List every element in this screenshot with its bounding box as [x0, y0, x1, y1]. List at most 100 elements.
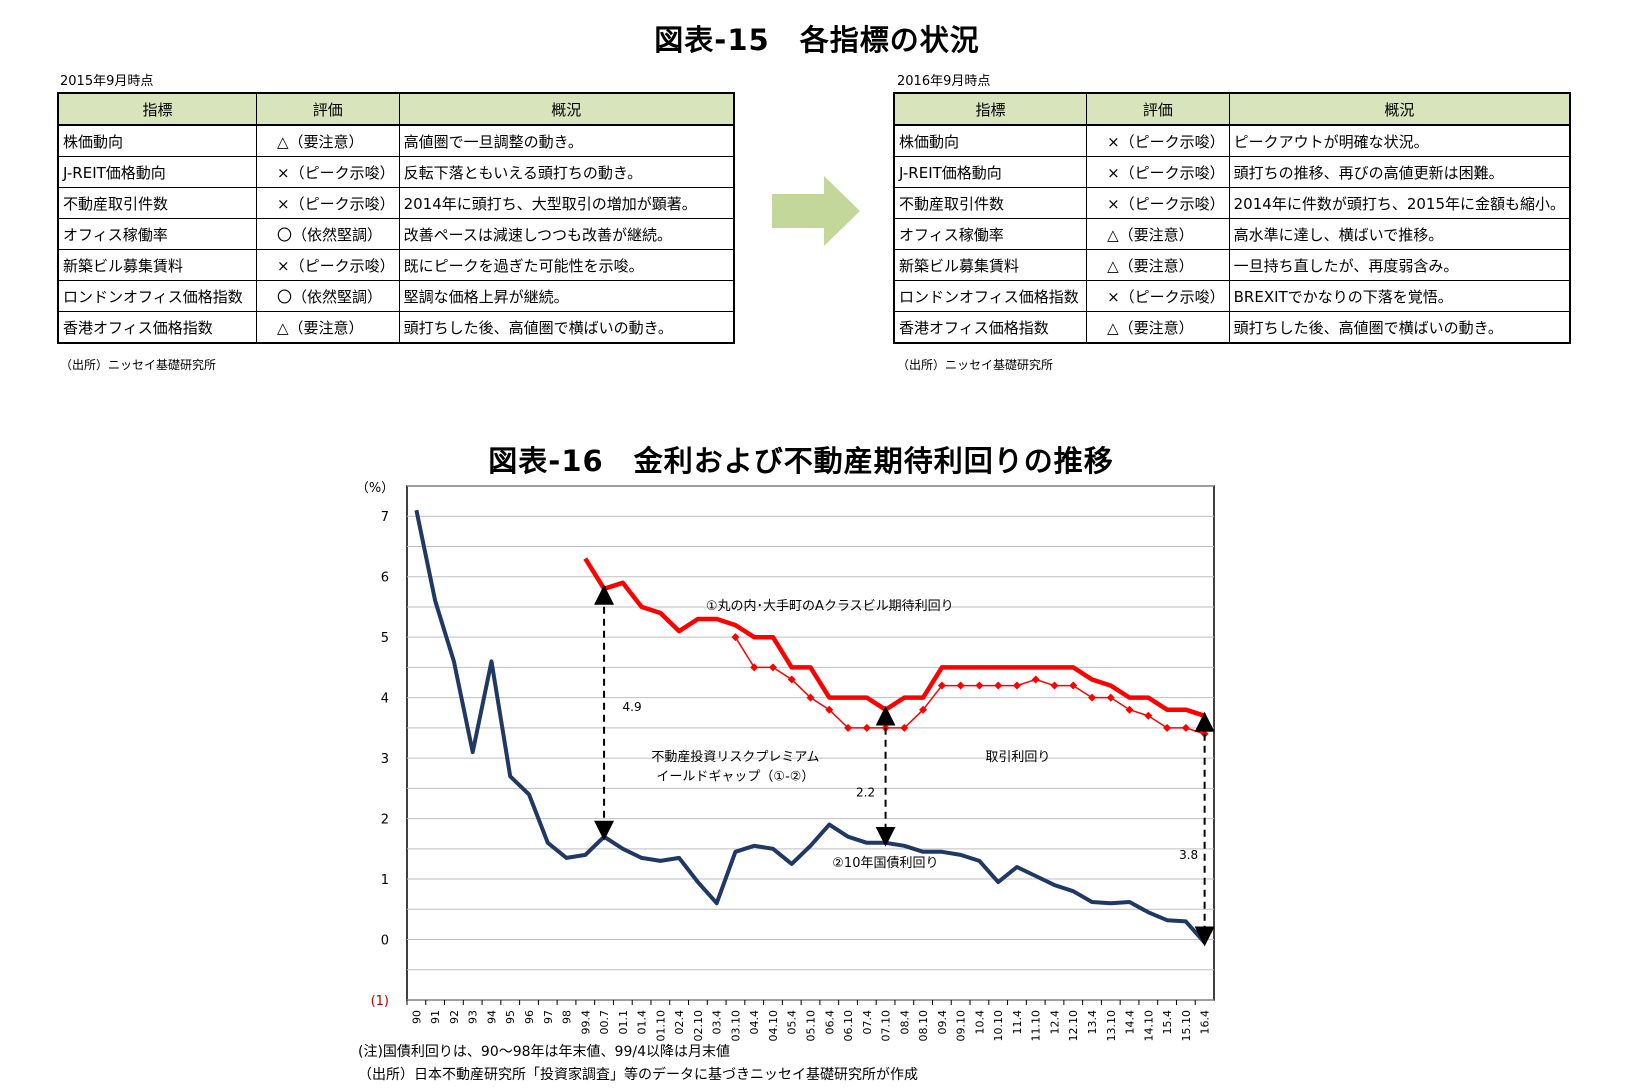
- point-transaction: [1125, 705, 1134, 714]
- gap-value-label: 4.9: [623, 700, 642, 714]
- indicator-cell: J-REIT価格動向: [893, 156, 1088, 188]
- yield-gap-label: イールドギャップ（①-②）: [656, 769, 814, 784]
- x-tick-label: 98: [561, 1010, 574, 1024]
- x-tick-label: 16.4: [1199, 1010, 1212, 1035]
- right-arrow-icon: [772, 176, 860, 246]
- x-tick-label: 00.7: [598, 1010, 611, 1035]
- right-table-source: （出所）ニッセイ基礎研究所: [897, 358, 1054, 372]
- y-axis-label: （%）: [356, 481, 394, 496]
- right-table-caption: 2016年9月時点: [897, 74, 991, 89]
- fig16-note: (注)国債利回りは、90～98年は年末値、99/4以降は月末値: [358, 1044, 730, 1060]
- x-tick-label: 92: [448, 1010, 461, 1024]
- point-transaction: [1144, 711, 1153, 720]
- evaluation-cell: ×（ピーク示唆）: [1086, 187, 1230, 219]
- table-row: オフィス稼働率 △（要注意） 高水準に達し、横ばいで推移。: [893, 218, 1571, 250]
- overview-cell: 2014年に頭打ち、大型取引の増加が顕著。: [398, 187, 735, 219]
- point-transaction: [787, 675, 796, 684]
- header-overview: 概況: [1228, 92, 1571, 126]
- gap-value-label: 3.8: [1179, 848, 1198, 862]
- indicator-cell: 新築ビル募集賃料: [57, 249, 258, 281]
- evaluation-cell: 〇（依然堅調）: [256, 280, 400, 312]
- header-indicator: 指標: [893, 92, 1088, 126]
- evaluation-cell: 〇（依然堅調）: [256, 218, 400, 250]
- left-table-source: （出所）ニッセイ基礎研究所: [60, 358, 217, 372]
- series-label-jgb: ②10年国債利回り: [832, 856, 938, 871]
- point-transaction: [1031, 675, 1040, 684]
- point-transaction: [844, 723, 853, 732]
- indicator-cell: 株価動向: [57, 124, 258, 157]
- table-row: ロンドンオフィス価格指数 〇（依然堅調） 堅調な価格上昇が継続。: [57, 280, 735, 312]
- chart-series: [414, 509, 1209, 944]
- y-tick-label: 7: [381, 510, 389, 525]
- x-tick-label: 14.10: [1142, 1010, 1155, 1042]
- x-tick-label: 04.4: [748, 1010, 761, 1035]
- point-transaction: [825, 705, 834, 714]
- point-transaction: [994, 681, 1003, 690]
- x-tick-label: 07.4: [861, 1010, 874, 1035]
- table-row: J-REIT価格動向 ×（ピーク示唆） 頭打ちの推移、再びの高値更新は困難。: [893, 156, 1571, 188]
- y-tick-label: (1): [371, 994, 389, 1009]
- table-row: 株価動向 ×（ピーク示唆） ピークアウトが明確な状況。: [893, 124, 1571, 157]
- x-tick-label: 96: [523, 1010, 536, 1024]
- indicator-cell: J-REIT価格動向: [57, 156, 258, 188]
- x-tick-label: 99.4: [579, 1010, 592, 1035]
- point-transaction: [1050, 681, 1059, 690]
- table-row: 不動産取引件数 ×（ピーク示唆） 2014年に頭打ち、大型取引の増加が顕著。: [57, 187, 735, 219]
- x-tick-label: 12.4: [1048, 1010, 1061, 1035]
- indicator-table-2016: 指標 評価 概況 株価動向 ×（ピーク示唆） ピークアウトが明確な状況。 J-REIT…: [893, 92, 1571, 344]
- x-tick-label: 11.10: [1030, 1010, 1043, 1042]
- evaluation-cell: ×（ピーク示唆）: [256, 156, 400, 188]
- x-tick-label: 08.10: [917, 1010, 930, 1042]
- chart-axes: 7 6 5 4 3 2 1 0 (1) （%） 90 91 92 93 94 95 96 97 98 99.4 00.7…: [356, 481, 1212, 1042]
- point-transaction: [806, 693, 815, 702]
- chart-grid: [406, 485, 1215, 1001]
- table-row: 新築ビル募集賃料 △（要注意） 一旦持ち直したが、再度弱含み。: [893, 249, 1571, 281]
- x-tick-label: 12.10: [1067, 1010, 1080, 1042]
- point-transaction: [768, 663, 777, 672]
- table-row: 香港オフィス価格指数 △（要注意） 頭打ちした後、高値圏で横ばいの動き。: [893, 311, 1571, 344]
- x-tick-label: 93: [467, 1010, 480, 1024]
- overview-cell: 既にピークを過ぎた可能性を示唆。: [398, 249, 735, 281]
- series-line-transaction: [734, 636, 1205, 735]
- y-tick-label: 3: [381, 752, 389, 767]
- y-tick-label: 1: [381, 873, 389, 888]
- plot-area: [406, 485, 1215, 1001]
- left-table-caption: 2015年9月時点: [60, 74, 154, 89]
- header-evaluation: 評価: [1086, 92, 1230, 126]
- evaluation-cell: △（要注意）: [1086, 218, 1230, 250]
- evaluation-cell: △（要注意）: [1086, 249, 1230, 281]
- series-line-jgb: [414, 509, 1207, 944]
- x-tick-label: 06.10: [842, 1010, 855, 1042]
- x-tick-label: 10.10: [992, 1010, 1005, 1042]
- evaluation-cell: △（要注意）: [1086, 311, 1230, 344]
- overview-cell: 堅調な価格上昇が継続。: [398, 280, 735, 312]
- indicator-cell: オフィス稼働率: [57, 218, 258, 250]
- x-tick-label: 97: [542, 1010, 555, 1024]
- point-transaction: [1163, 723, 1172, 732]
- header-overview: 概況: [398, 92, 735, 126]
- x-tick-label: 95: [504, 1010, 517, 1024]
- indicator-cell: ロンドンオフィス価格指数: [893, 280, 1088, 312]
- indicator-table-2015: 指標 評価 概況 株価動向 △（要注意） 高値圏で一旦調整の動き。 J-REIT価格動…: [57, 92, 735, 344]
- table-row: 不動産取引件数 ×（ピーク示唆） 2014年に件数が頭打ち、2015年に金額も縮小。: [893, 187, 1571, 219]
- point-transaction: [1106, 693, 1115, 702]
- point-transaction: [731, 633, 740, 642]
- x-tick-label: 05.10: [805, 1010, 818, 1042]
- fig16-title: 図表-16 金利および不動産期待利回りの推移: [488, 444, 1114, 478]
- point-transaction: [1181, 723, 1190, 732]
- evaluation-cell: ×（ピーク示唆）: [1086, 280, 1230, 312]
- point-transaction: [956, 681, 965, 690]
- evaluation-cell: ×（ピーク示唆）: [256, 249, 400, 281]
- indicator-cell: 香港オフィス価格指数: [893, 311, 1088, 344]
- table-row: 新築ビル募集賃料 ×（ピーク示唆） 既にピークを過ぎた可能性を示唆。: [57, 249, 735, 281]
- indicator-cell: オフィス稼働率: [893, 218, 1088, 250]
- y-tick-label: 5: [381, 631, 389, 646]
- table-row: オフィス稼働率 〇（依然堅調） 改善ペースは減速しつつも改善が継続。: [57, 218, 735, 250]
- overview-cell: BREXITでかなりの下落を覚悟。: [1228, 280, 1571, 312]
- x-tick-label: 13.10: [1105, 1010, 1118, 1042]
- x-tick-label: 02.4: [673, 1010, 686, 1035]
- point-transaction: [1012, 681, 1021, 690]
- overview-cell: ピークアウトが明確な状況。: [1228, 124, 1571, 157]
- series-label-transaction: 取引利回り: [985, 750, 1050, 765]
